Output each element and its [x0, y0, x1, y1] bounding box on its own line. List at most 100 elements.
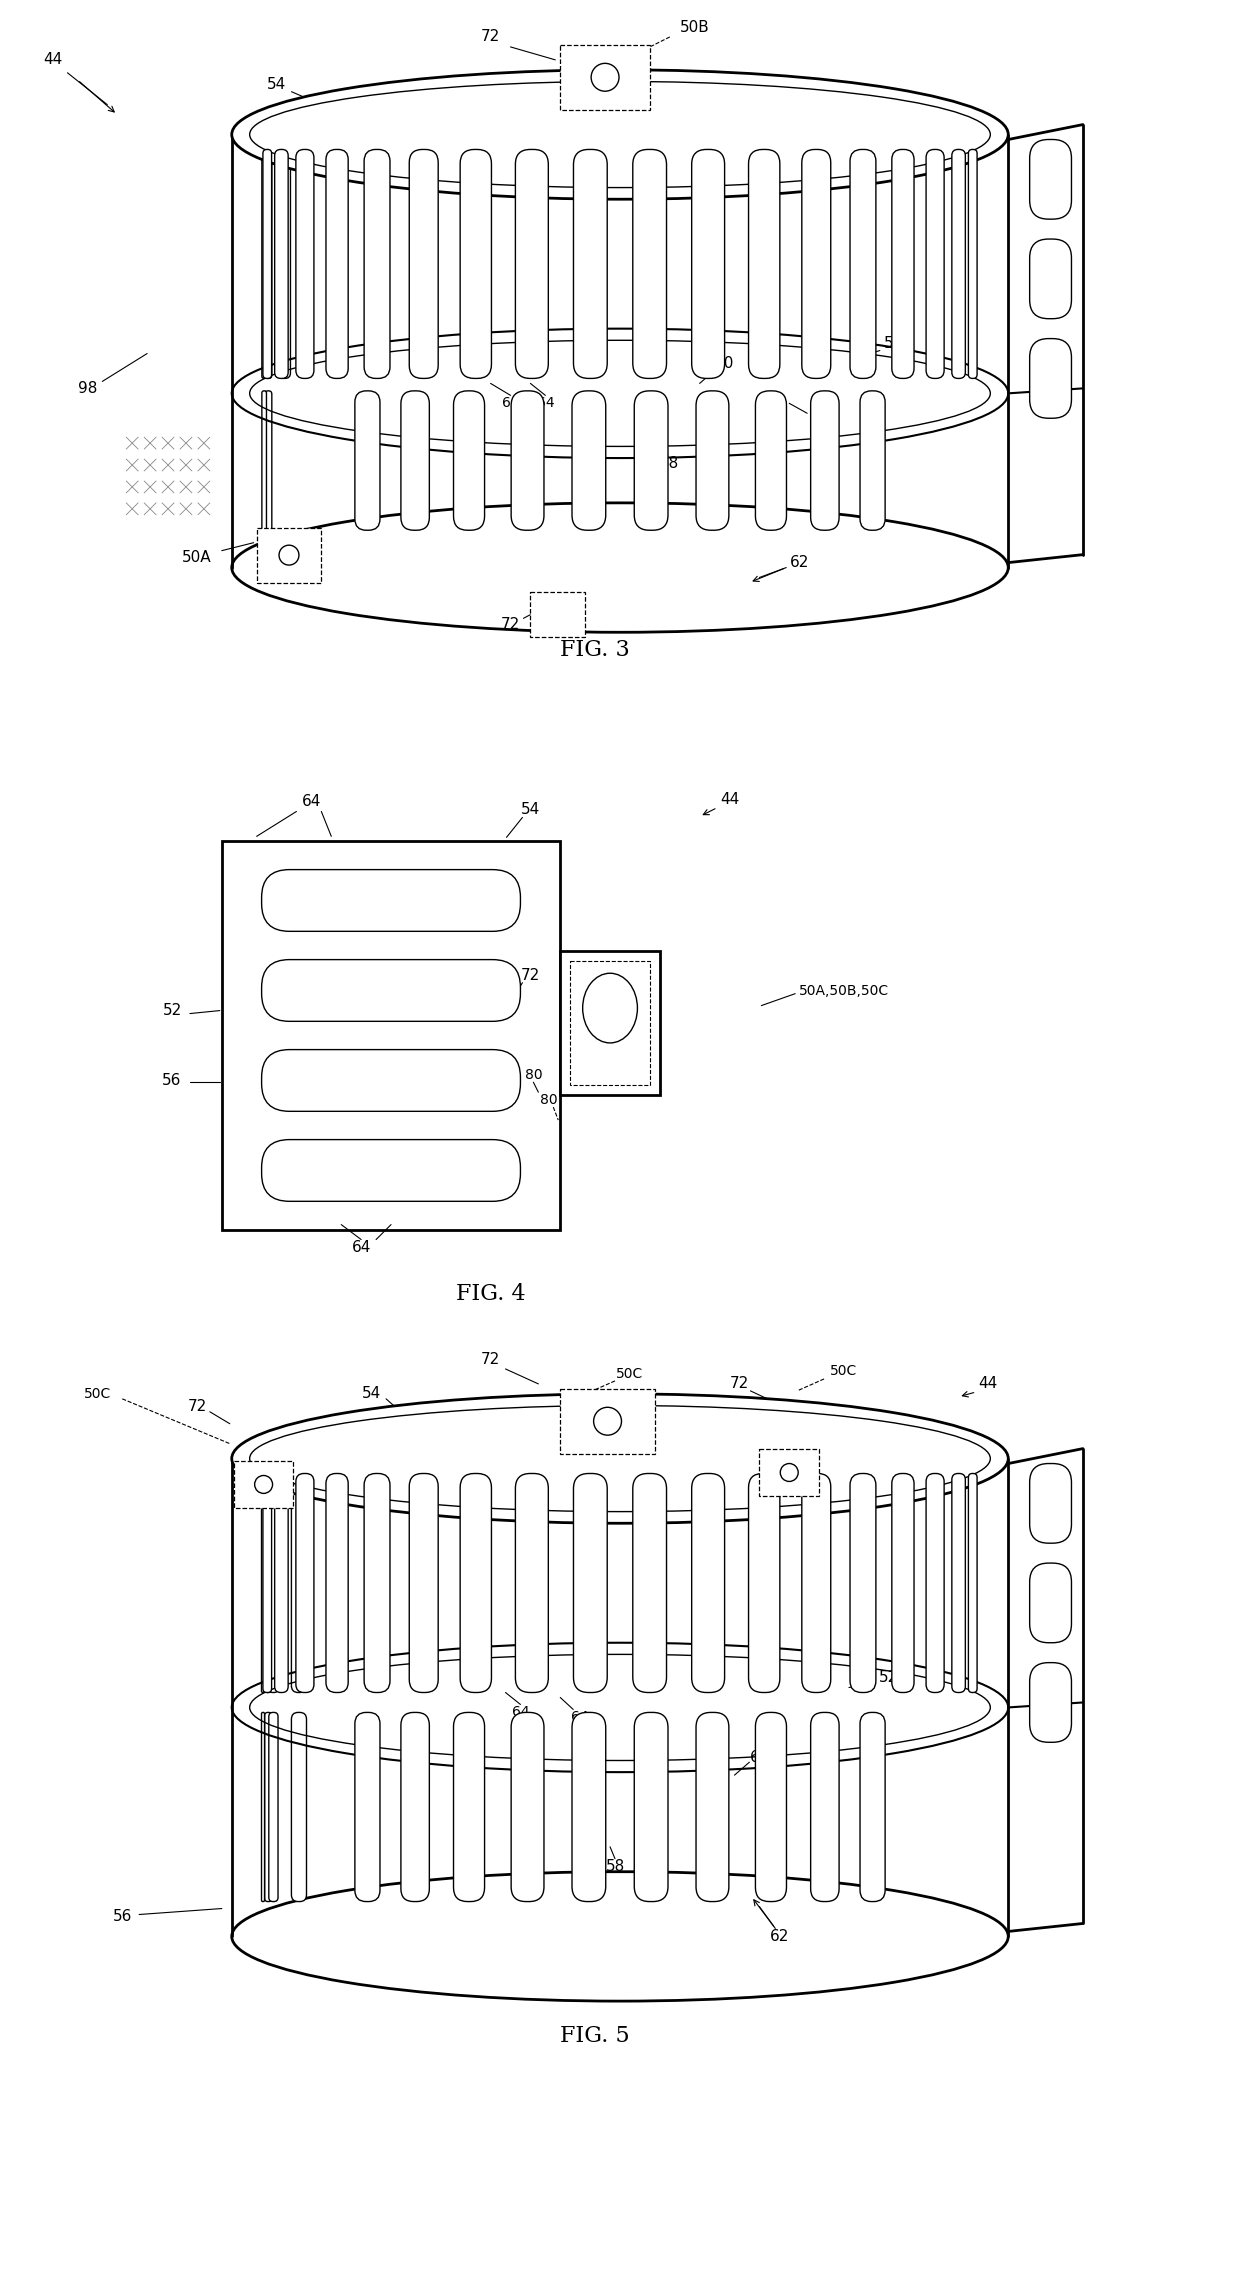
FancyBboxPatch shape [692, 1473, 724, 1692]
Text: 64: 64 [537, 396, 554, 410]
FancyBboxPatch shape [262, 870, 521, 931]
FancyBboxPatch shape [861, 392, 885, 531]
Text: 64: 64 [512, 1705, 529, 1719]
Text: 54: 54 [267, 77, 286, 93]
FancyBboxPatch shape [365, 1473, 391, 1692]
FancyBboxPatch shape [409, 1473, 438, 1692]
FancyBboxPatch shape [460, 150, 491, 378]
Text: 60: 60 [750, 1749, 769, 1765]
Text: 72: 72 [481, 30, 500, 46]
FancyBboxPatch shape [355, 1712, 379, 1901]
FancyBboxPatch shape [892, 150, 914, 378]
FancyBboxPatch shape [755, 392, 786, 531]
FancyBboxPatch shape [296, 150, 314, 378]
Text: 64: 64 [572, 1710, 589, 1724]
FancyBboxPatch shape [749, 1473, 780, 1692]
Text: 80: 80 [539, 1093, 557, 1107]
Bar [560, 46, 650, 109]
Bar [759, 1448, 820, 1496]
FancyBboxPatch shape [802, 150, 831, 378]
Text: 54: 54 [362, 1387, 381, 1400]
Text: 80: 80 [525, 1068, 542, 1082]
Bar [222, 840, 560, 1230]
Text: FIG. 5: FIG. 5 [560, 2024, 630, 2047]
Text: 72: 72 [501, 617, 520, 631]
Ellipse shape [254, 1475, 273, 1494]
FancyBboxPatch shape [952, 1473, 965, 1692]
Bar [560, 952, 660, 1095]
FancyBboxPatch shape [1029, 1662, 1071, 1742]
Ellipse shape [232, 503, 1008, 633]
FancyBboxPatch shape [365, 150, 391, 378]
Bar [560, 1389, 655, 1453]
FancyBboxPatch shape [849, 1473, 875, 1692]
Text: 50A: 50A [182, 551, 212, 565]
Text: 72: 72 [187, 1400, 207, 1414]
FancyBboxPatch shape [1029, 239, 1071, 319]
FancyBboxPatch shape [409, 150, 438, 378]
Text: 50B: 50B [680, 20, 709, 34]
FancyBboxPatch shape [692, 150, 724, 378]
FancyBboxPatch shape [262, 1050, 521, 1111]
Text: 100: 100 [864, 116, 893, 132]
Ellipse shape [232, 1394, 1008, 1523]
Ellipse shape [583, 972, 637, 1043]
FancyBboxPatch shape [262, 1138, 521, 1202]
FancyBboxPatch shape [264, 150, 272, 378]
FancyBboxPatch shape [511, 1712, 544, 1901]
FancyBboxPatch shape [861, 1712, 885, 1901]
Ellipse shape [279, 544, 299, 565]
Text: 56: 56 [810, 410, 828, 426]
Text: 58: 58 [660, 455, 680, 471]
FancyBboxPatch shape [952, 150, 965, 378]
Ellipse shape [780, 1464, 799, 1482]
FancyBboxPatch shape [968, 1473, 977, 1692]
FancyBboxPatch shape [262, 1473, 264, 1692]
FancyBboxPatch shape [968, 150, 977, 378]
FancyBboxPatch shape [632, 1473, 667, 1692]
FancyBboxPatch shape [811, 392, 839, 531]
Text: 72: 72 [521, 968, 541, 984]
FancyBboxPatch shape [572, 392, 605, 531]
Text: 64: 64 [502, 396, 520, 410]
FancyBboxPatch shape [1029, 339, 1071, 419]
FancyBboxPatch shape [926, 1473, 944, 1692]
Text: FIG. 4: FIG. 4 [456, 1284, 526, 1305]
Text: 52: 52 [162, 1004, 181, 1018]
FancyBboxPatch shape [572, 1712, 605, 1901]
FancyBboxPatch shape [511, 392, 544, 531]
FancyBboxPatch shape [926, 150, 944, 378]
Text: 52: 52 [884, 337, 904, 351]
Text: 52: 52 [879, 1669, 899, 1685]
Text: 50C: 50C [616, 1366, 644, 1380]
Text: 62: 62 [790, 556, 808, 569]
FancyBboxPatch shape [262, 150, 267, 378]
Text: 58: 58 [605, 1860, 625, 1874]
FancyBboxPatch shape [516, 1473, 548, 1692]
FancyBboxPatch shape [269, 1473, 278, 1692]
FancyBboxPatch shape [632, 150, 667, 378]
Text: 72: 72 [481, 1353, 500, 1366]
FancyBboxPatch shape [454, 1712, 485, 1901]
Text: 98: 98 [78, 380, 97, 396]
FancyBboxPatch shape [635, 392, 668, 531]
Bar [233, 1460, 294, 1507]
FancyBboxPatch shape [278, 150, 290, 378]
Text: 50C: 50C [831, 1364, 858, 1378]
FancyBboxPatch shape [573, 150, 608, 378]
FancyBboxPatch shape [275, 1473, 288, 1692]
FancyBboxPatch shape [401, 1712, 429, 1901]
FancyBboxPatch shape [1029, 1562, 1071, 1642]
FancyBboxPatch shape [696, 392, 729, 531]
Text: 64: 64 [351, 1241, 371, 1255]
FancyBboxPatch shape [1029, 139, 1071, 219]
FancyBboxPatch shape [696, 1712, 729, 1901]
Text: 72: 72 [730, 1375, 749, 1391]
FancyBboxPatch shape [296, 1473, 314, 1692]
Bar [531, 592, 585, 638]
FancyBboxPatch shape [275, 150, 288, 378]
Ellipse shape [594, 1407, 621, 1435]
FancyBboxPatch shape [263, 1473, 272, 1692]
Text: 56: 56 [113, 1908, 131, 1924]
FancyBboxPatch shape [291, 1712, 306, 1901]
